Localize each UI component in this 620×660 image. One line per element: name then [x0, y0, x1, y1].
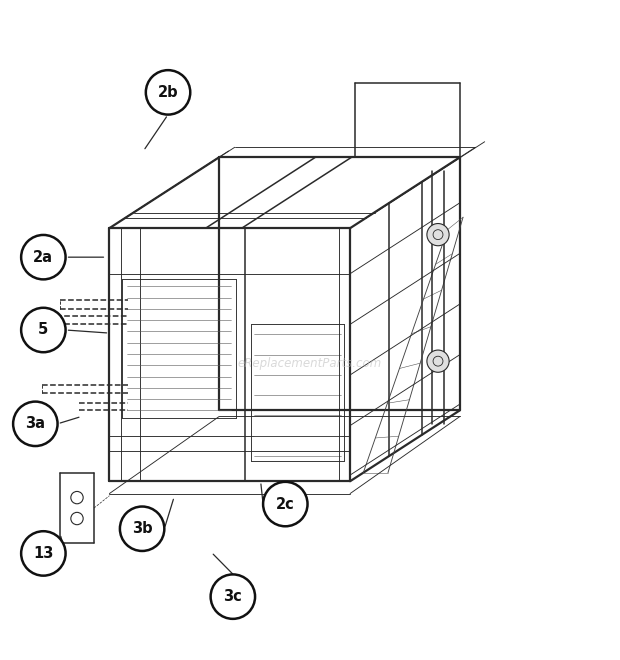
Circle shape	[21, 531, 66, 576]
Circle shape	[427, 350, 449, 372]
Circle shape	[120, 506, 164, 551]
Text: 2c: 2c	[276, 496, 294, 512]
Circle shape	[21, 235, 66, 279]
Circle shape	[263, 482, 308, 526]
Text: 2b: 2b	[157, 85, 179, 100]
Text: 3c: 3c	[223, 589, 242, 604]
Text: 3a: 3a	[25, 416, 45, 432]
Circle shape	[211, 574, 255, 619]
Text: 3b: 3b	[132, 521, 153, 536]
Text: eReplacementParts.com: eReplacementParts.com	[238, 358, 382, 370]
Circle shape	[427, 224, 449, 246]
Circle shape	[13, 401, 58, 446]
Text: 5: 5	[38, 323, 48, 337]
Text: 13: 13	[33, 546, 53, 561]
Circle shape	[146, 70, 190, 115]
Text: 2a: 2a	[33, 249, 53, 265]
Circle shape	[21, 308, 66, 352]
